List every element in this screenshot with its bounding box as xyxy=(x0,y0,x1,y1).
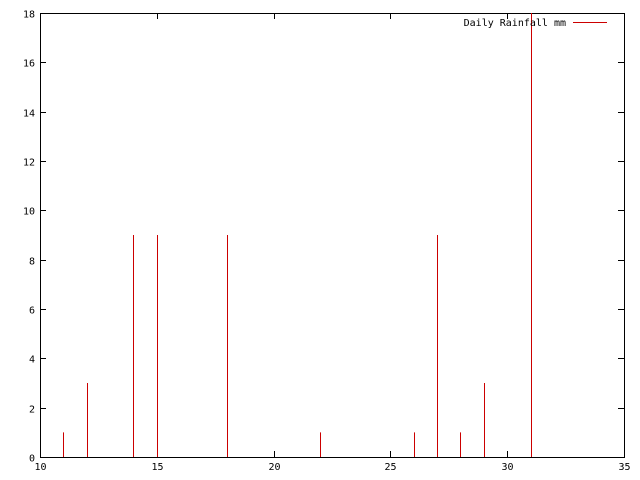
x-tick-label: 15 xyxy=(151,462,163,473)
axis-ticks: 0 2 4 6 8 10 12 14 16 18 10 15 20 25 30 35 xyxy=(23,10,631,474)
y-tick-label: 2 xyxy=(29,405,35,416)
legend-label: Daily Rainfall mm xyxy=(464,18,566,29)
x-tick-label: 35 xyxy=(618,462,630,473)
x-tick-label: 10 xyxy=(34,462,46,473)
y-tick-label: 4 xyxy=(29,355,35,366)
y-tick-label: 18 xyxy=(23,10,35,21)
y-tick-label: 6 xyxy=(29,306,35,317)
x-tick-label: 30 xyxy=(501,462,513,473)
legend: Daily Rainfall mm xyxy=(464,18,607,29)
x-tick-label: 25 xyxy=(384,462,396,473)
y-tick-label: 8 xyxy=(29,257,35,268)
y-tick-label: 0 xyxy=(29,454,35,465)
plot-frame xyxy=(40,13,625,458)
y-tick-label: 12 xyxy=(23,158,35,169)
x-tick-label: 20 xyxy=(268,462,280,473)
y-tick-label: 14 xyxy=(23,109,35,120)
y-tick-label: 10 xyxy=(23,207,35,218)
y-tick-label: 16 xyxy=(23,59,35,70)
bars-group xyxy=(63,13,532,457)
